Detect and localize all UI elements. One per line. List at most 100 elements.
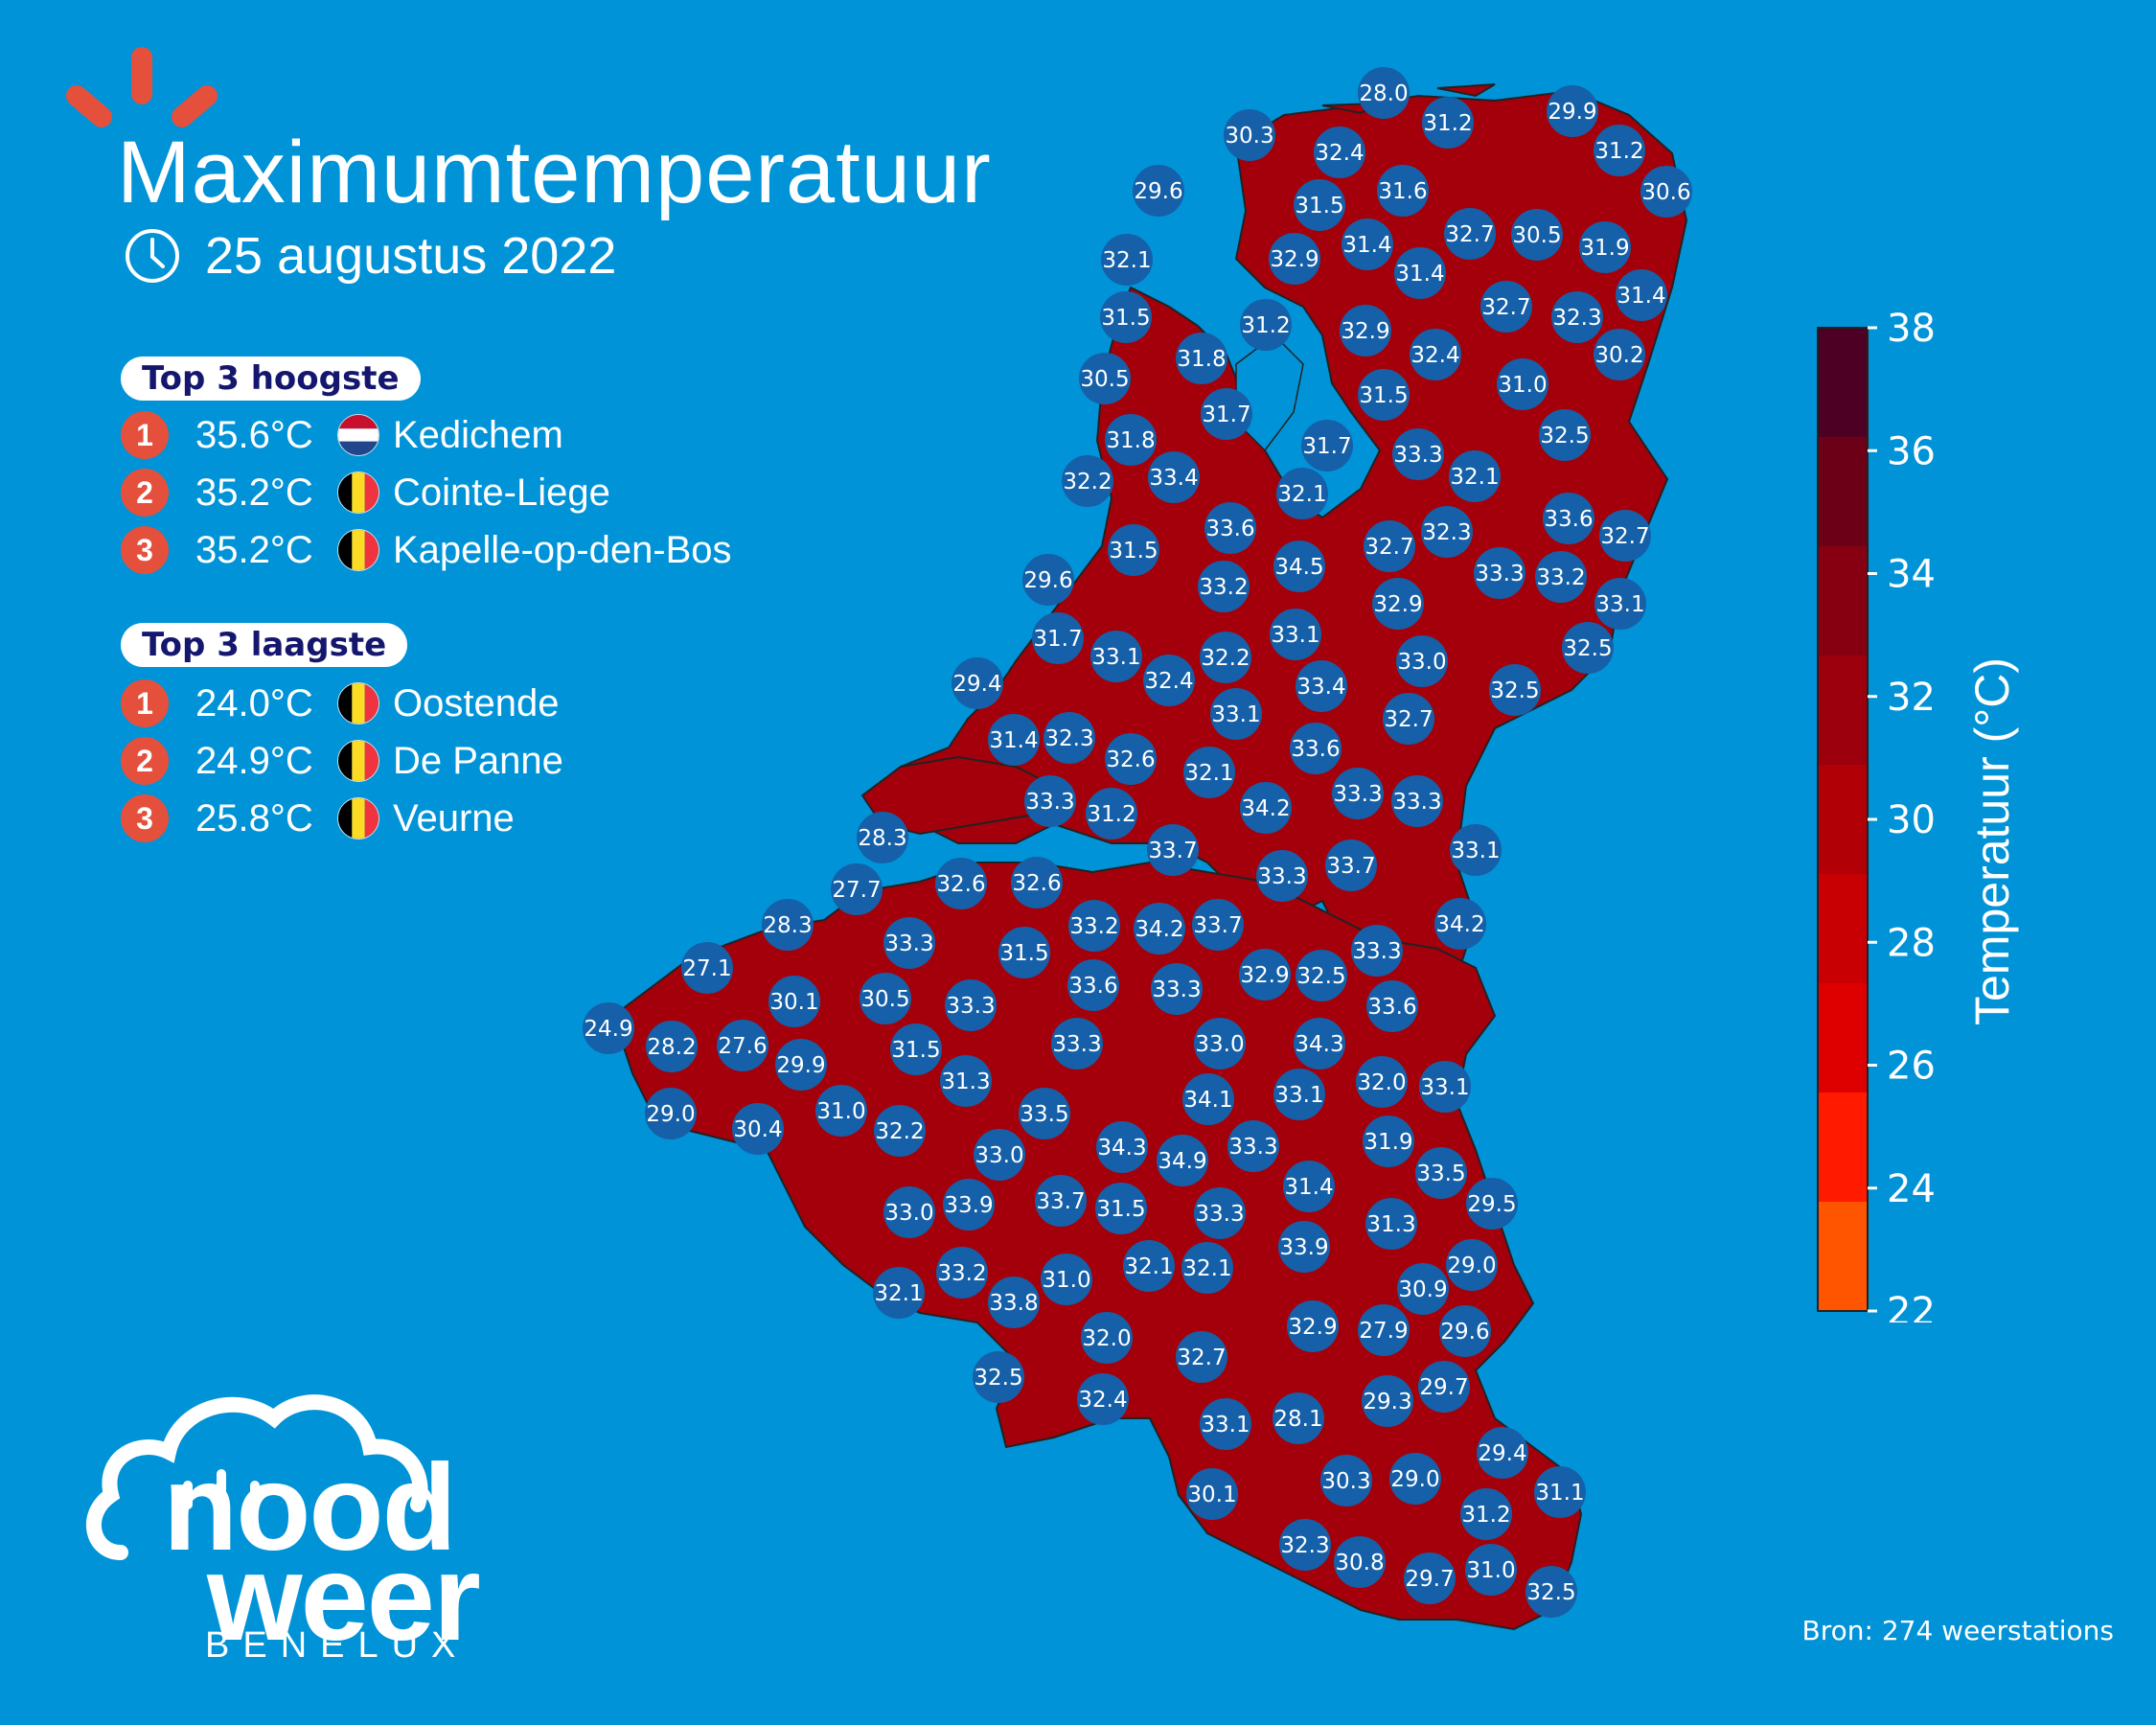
station-circle bbox=[1095, 1183, 1147, 1234]
station-marker: 33.0 bbox=[1194, 1018, 1246, 1070]
zeeland-region bbox=[860, 755, 1056, 836]
station-marker: 31.0 bbox=[1041, 1254, 1092, 1305]
station-temperature: 33.3 bbox=[1228, 1135, 1277, 1160]
station-temperature: 34.1 bbox=[1183, 1088, 1232, 1113]
station-circle bbox=[1224, 109, 1275, 161]
station-temperature: 29.4 bbox=[952, 672, 1001, 697]
station-circle bbox=[1204, 502, 1256, 554]
station-temperature: 33.9 bbox=[1279, 1235, 1328, 1260]
station-circle bbox=[1356, 1056, 1408, 1108]
station-circle bbox=[1396, 635, 1448, 687]
station-marker: 32.1 bbox=[1183, 747, 1235, 798]
station-circle bbox=[1365, 1198, 1417, 1250]
top-highest-row: 1 35.6°C Kedichem bbox=[121, 408, 563, 462]
station-temperature: 34.5 bbox=[1274, 555, 1323, 580]
station-marker: 34.2 bbox=[1240, 782, 1292, 834]
station-circle bbox=[1278, 1221, 1330, 1273]
station-circle bbox=[1068, 900, 1120, 952]
date-label: 25 augustus 2022 bbox=[205, 227, 617, 285]
station-circle bbox=[1640, 166, 1692, 218]
station-marker: 31.0 bbox=[815, 1085, 867, 1137]
station-marker: 29.4 bbox=[952, 657, 1003, 709]
station-temperature: 33.6 bbox=[1068, 974, 1117, 999]
station-temperature: 32.1 bbox=[874, 1281, 923, 1306]
station-marker: 33.6 bbox=[1366, 980, 1418, 1032]
station-temperature: 34.2 bbox=[1135, 917, 1183, 942]
station-circle bbox=[974, 1129, 1025, 1181]
station-circle bbox=[1342, 218, 1393, 270]
station-temperature: 27.9 bbox=[1359, 1319, 1408, 1344]
station-temperature: 34.2 bbox=[1435, 912, 1484, 937]
station-circle bbox=[873, 1267, 925, 1319]
station-marker: 28.3 bbox=[762, 899, 814, 951]
station-circle bbox=[1279, 1519, 1331, 1571]
station-temperature: 31.0 bbox=[816, 1099, 865, 1124]
station-marker: 31.1 bbox=[1534, 1466, 1586, 1518]
station-marker: 32.9 bbox=[1287, 1300, 1339, 1352]
station-temperature: 33.0 bbox=[1195, 1032, 1244, 1057]
station-circle bbox=[1227, 1120, 1279, 1172]
station-circle bbox=[1551, 291, 1603, 343]
station-marker: 32.5 bbox=[1489, 664, 1541, 716]
station-circle bbox=[1397, 1263, 1449, 1315]
station-circle bbox=[1194, 1018, 1246, 1070]
temperature-value: 35.2°C bbox=[195, 471, 313, 514]
station-circle bbox=[1422, 97, 1474, 149]
station-temperature: 33.1 bbox=[1420, 1075, 1469, 1100]
station-temperature: 29.0 bbox=[646, 1102, 695, 1127]
station-temperature: 33.3 bbox=[1333, 782, 1382, 807]
station-marker: 28.2 bbox=[646, 1021, 698, 1072]
colorbar-tick-label: 32 bbox=[1887, 676, 1936, 720]
station-circle bbox=[998, 927, 1050, 978]
station-circle bbox=[1358, 369, 1410, 421]
station-temperature: 31.0 bbox=[1466, 1558, 1515, 1583]
station-circle bbox=[1334, 1536, 1386, 1588]
station-temperature: 32.7 bbox=[1600, 524, 1649, 549]
station-temperature: 31.8 bbox=[1177, 347, 1226, 372]
station-marker: 33.6 bbox=[1290, 723, 1342, 774]
station-circle bbox=[1539, 409, 1591, 461]
station-circle bbox=[1290, 723, 1342, 774]
colorbar-tick-label: 26 bbox=[1887, 1045, 1936, 1089]
station-temperature: 32.2 bbox=[1063, 470, 1112, 494]
station-marker: 31.4 bbox=[1616, 269, 1667, 321]
station-marker: 32.6 bbox=[1011, 857, 1063, 908]
station-marker: 29.7 bbox=[1418, 1361, 1470, 1413]
station-circle bbox=[1616, 269, 1667, 321]
temperature-value: 35.2°C bbox=[195, 528, 313, 571]
station-temperature: 34.2 bbox=[1241, 796, 1290, 821]
station-marker: 34.1 bbox=[1182, 1073, 1234, 1125]
station-marker: 31.3 bbox=[940, 1055, 992, 1107]
rank-badge: 2 bbox=[121, 469, 169, 517]
rank-badge: 1 bbox=[121, 679, 169, 727]
station-marker: 33.8 bbox=[988, 1276, 1040, 1328]
station-temperature: 29.6 bbox=[1023, 568, 1072, 593]
station-circle bbox=[952, 657, 1003, 709]
station-temperature: 27.6 bbox=[718, 1034, 767, 1059]
station-temperature: 31.7 bbox=[1302, 434, 1351, 459]
station-circle bbox=[1296, 660, 1347, 712]
station-marker: 29.5 bbox=[1466, 1178, 1518, 1230]
station-marker: 30.8 bbox=[1334, 1536, 1386, 1588]
station-circle bbox=[1287, 1300, 1339, 1352]
station-marker: 33.1 bbox=[1419, 1061, 1471, 1113]
station-marker: 33.7 bbox=[1325, 840, 1377, 891]
station-marker: 32.9 bbox=[1340, 305, 1391, 356]
station-marker: 33.5 bbox=[1019, 1088, 1070, 1139]
station-temperature: 33.3 bbox=[946, 994, 995, 1019]
station-marker: 28.1 bbox=[1273, 1392, 1324, 1444]
station-marker: 31.5 bbox=[1095, 1183, 1147, 1234]
station-circle bbox=[1200, 1398, 1251, 1450]
station-temperature: 31.4 bbox=[1617, 284, 1665, 309]
top-lowest-row: 2 24.9°C De Panne bbox=[121, 734, 563, 788]
station-circle bbox=[1210, 688, 1262, 740]
station-temperature: 32.7 bbox=[1384, 707, 1433, 732]
station-temperature: 29.9 bbox=[776, 1053, 825, 1078]
station-marker: 30.9 bbox=[1397, 1263, 1449, 1315]
station-circle bbox=[1466, 1178, 1518, 1230]
station-marker: 33.3 bbox=[945, 979, 997, 1031]
station-circle bbox=[1294, 1018, 1345, 1070]
station-circle bbox=[1181, 1242, 1233, 1294]
station-marker: 30.3 bbox=[1224, 109, 1275, 161]
station-marker: 30.4 bbox=[732, 1103, 784, 1155]
